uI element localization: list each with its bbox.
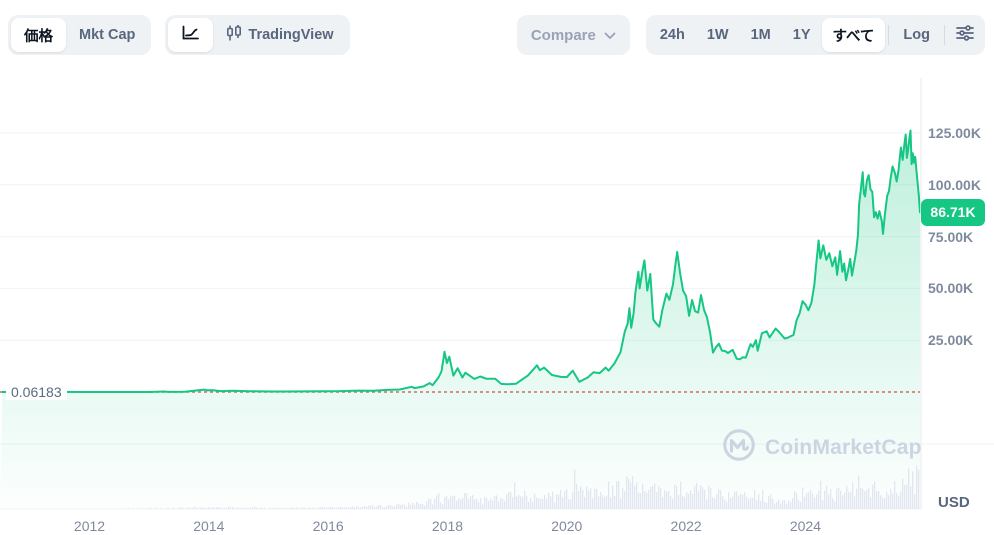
compare-button[interactable]: Compare xyxy=(516,15,630,55)
x-axis-tick-label: 2018 xyxy=(431,518,464,534)
range-option-24h[interactable]: 24h xyxy=(659,27,685,43)
y-axis-tick-label: 125.00K xyxy=(928,125,981,141)
toolbar-divider xyxy=(944,25,945,45)
x-axis-tick-label: 2016 xyxy=(312,518,344,534)
x-axis-tick-label: 2024 xyxy=(789,518,822,534)
metric-toggle: 価格 Mkt Cap xyxy=(8,15,152,55)
price-line xyxy=(1,129,921,393)
metric-option-mktcap[interactable]: Mkt Cap xyxy=(79,27,136,43)
x-axis-tick-label: 2022 xyxy=(670,518,702,534)
chart-type-toggle: TradingView xyxy=(165,15,350,55)
sliders-icon xyxy=(956,24,974,46)
volume-bars xyxy=(122,465,920,509)
y-axis-tick-label: 50.00K xyxy=(928,280,974,297)
chart-settings-button[interactable] xyxy=(948,18,982,52)
y-axis-tick-label: 100.00K xyxy=(928,176,981,193)
price-area-fill xyxy=(0,130,920,509)
first-price-label: 0.06183 xyxy=(6,384,67,400)
x-axis-tick-label: 2012 xyxy=(73,518,106,534)
log-scale-button[interactable]: Log xyxy=(903,27,930,43)
range-option-1m[interactable]: 1M xyxy=(750,27,771,43)
metric-option-price[interactable]: 価格 xyxy=(11,18,66,52)
currency-unit-label: USD xyxy=(938,494,970,511)
y-axis-tick-label: 75.00K xyxy=(928,228,974,245)
chart-toolbar: 価格 Mkt Cap xyxy=(8,14,985,56)
toolbar-divider xyxy=(888,25,890,45)
current-price-badge: 86.71K xyxy=(921,198,985,226)
range-option-1y[interactable]: 1Y xyxy=(792,27,811,43)
range-option-all[interactable]: すべて xyxy=(821,18,886,52)
candlestick-icon xyxy=(226,24,242,46)
price-chart[interactable]: 125.00K 100.00K 75.00K 50.00K 25.00K 2012 201… xyxy=(0,78,994,535)
range-toggle: 24h 1W 1M 1Y すべて Log xyxy=(645,15,985,55)
compare-label: Compare xyxy=(530,26,596,44)
y-axis-tick-label: 25.00K xyxy=(928,332,974,349)
line-chart-icon xyxy=(181,25,200,45)
line-chart-type-button[interactable] xyxy=(168,18,214,52)
chart-canvas[interactable] xyxy=(0,78,994,535)
chevron-down-icon xyxy=(604,27,616,44)
tradingview-chart-type-button[interactable]: TradingView xyxy=(213,18,346,52)
x-axis-tick-label: 2020 xyxy=(551,518,583,534)
x-axis-tick-label: 2014 xyxy=(193,518,225,534)
range-option-1w[interactable]: 1W xyxy=(706,27,729,43)
tradingview-label: TradingView xyxy=(248,27,334,43)
